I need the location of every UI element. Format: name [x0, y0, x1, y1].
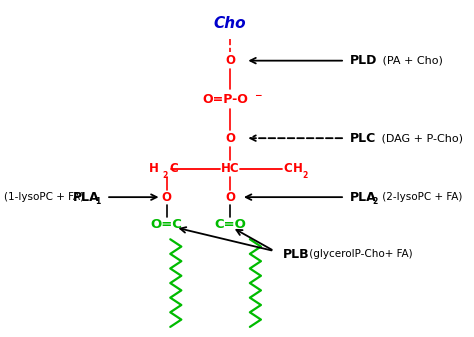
Text: H: H [149, 162, 159, 175]
Text: O=C: O=C [151, 218, 182, 231]
Text: C: C [169, 162, 178, 175]
Text: C: C [283, 162, 292, 175]
Text: HC: HC [221, 162, 239, 175]
Text: PLA: PLA [73, 191, 100, 204]
Text: Cho: Cho [214, 16, 246, 31]
Text: PLB: PLB [283, 248, 310, 261]
Text: PLA: PLA [349, 191, 376, 204]
Text: H: H [293, 162, 303, 175]
Text: O: O [225, 54, 235, 67]
Text: O: O [162, 191, 172, 204]
Text: O: O [225, 132, 235, 145]
Text: C=O: C=O [214, 218, 246, 231]
Text: (glycerolP-Cho+ FA): (glycerolP-Cho+ FA) [307, 249, 413, 259]
Text: 1: 1 [95, 197, 100, 206]
Text: (2-lysoPC + FA): (2-lysoPC + FA) [379, 192, 463, 202]
Text: 2: 2 [163, 172, 168, 180]
Text: (DAG + P-Cho): (DAG + P-Cho) [378, 133, 463, 143]
Text: O: O [225, 191, 235, 204]
Text: (PA + Cho): (PA + Cho) [380, 56, 443, 66]
Text: PLD: PLD [349, 54, 377, 67]
Text: O=P-O: O=P-O [202, 93, 248, 106]
Text: 2: 2 [302, 172, 307, 180]
Text: 2: 2 [373, 197, 378, 206]
Text: PLC: PLC [349, 132, 375, 145]
Text: −: − [254, 91, 262, 100]
Text: (1-lysoPC + FA): (1-lysoPC + FA) [4, 192, 88, 202]
